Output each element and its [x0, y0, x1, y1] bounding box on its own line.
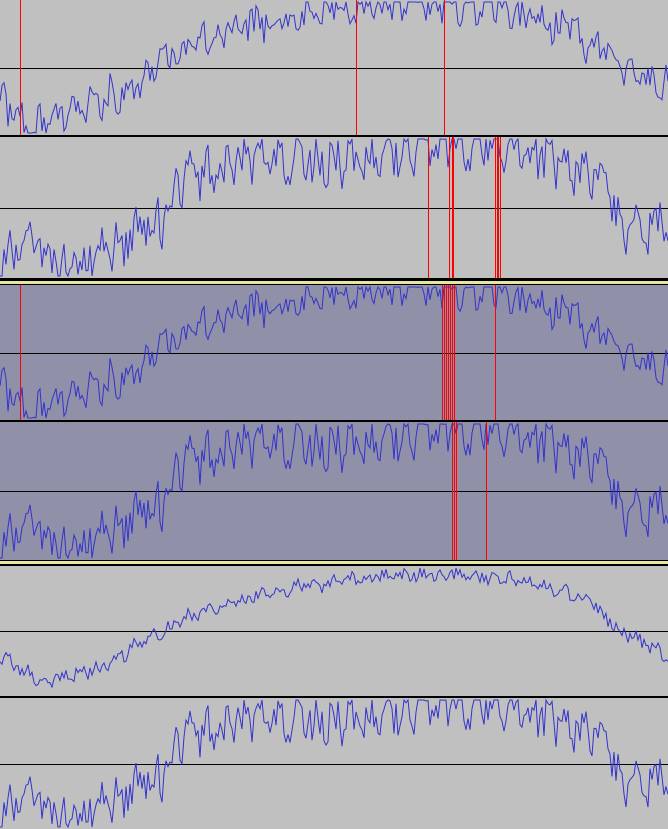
channel-divider: [0, 696, 668, 698]
track-divider: [0, 560, 668, 561]
waveform-trace: [0, 285, 668, 419]
waveform-trace: [0, 422, 668, 560]
waveform-canvas: [0, 0, 668, 135]
track-divider: [0, 284, 668, 285]
waveform-trace: [0, 698, 668, 829]
selection-edge-bottom: [0, 561, 668, 564]
channel-divider: [0, 135, 668, 137]
waveform-canvas: [0, 285, 668, 420]
waveform-canvas: [0, 698, 668, 829]
waveform-trace: [0, 567, 668, 689]
waveform-trace: [0, 137, 668, 278]
waveform-canvas: [0, 422, 668, 560]
waveform-t1-ch2[interactable]: [0, 137, 668, 278]
waveform-t3-ch1[interactable]: [0, 566, 668, 696]
channel-divider: [0, 420, 668, 422]
waveform-t2-ch2[interactable]: [0, 422, 668, 560]
track-divider: [0, 564, 668, 566]
waveform-t3-ch2[interactable]: [0, 698, 668, 829]
waveform-canvas: [0, 137, 668, 278]
waveform-t2-ch1[interactable]: [0, 285, 668, 420]
waveform-t1-ch1[interactable]: [0, 0, 668, 135]
waveform-canvas: [0, 567, 668, 689]
selection-edge-top: [0, 281, 668, 284]
track-divider: [0, 278, 668, 281]
waveform-trace: [0, 0, 668, 134]
